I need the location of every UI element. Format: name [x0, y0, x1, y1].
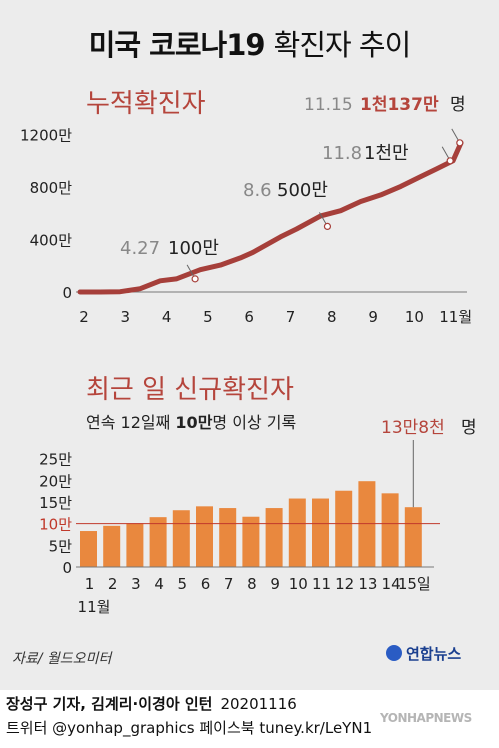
line-x-tick-label: 2: [79, 308, 89, 326]
title-main: 미국 코로나19: [88, 28, 266, 62]
bar-month-label: 11월: [78, 598, 111, 616]
line-x-tick-label: 5: [203, 308, 213, 326]
subtitle-pre: 연속 12일째: [86, 413, 175, 432]
subtitle-bold: 10만: [175, 413, 212, 432]
bar-day-12: [335, 490, 353, 567]
credit-date: 20201116: [220, 695, 297, 713]
title-sub: 확진자 추이: [273, 28, 412, 62]
line-y-tick-label: 800만: [30, 179, 73, 197]
bar-x-tick-label: 2: [108, 575, 118, 593]
bar-x-tick-label: 5: [178, 575, 188, 593]
bar-chart-subtitle: 연속 12일째 10만명 이상 기록: [86, 413, 296, 432]
bar-annotation-value: 13만8천: [381, 418, 445, 438]
bar-y-tick-label: 10만: [39, 516, 72, 534]
bar-x-tick-label: 12: [335, 575, 354, 593]
bar-y-tick-label: 0: [62, 559, 72, 577]
bar-day-7: [219, 508, 237, 567]
bar-x-tick-label: 13: [358, 575, 377, 593]
line-chart-title: 누적확진자: [86, 89, 206, 119]
watermark: YONHAPNEWS: [380, 711, 472, 725]
bar-day-3: [126, 523, 144, 567]
bar-day-1: [80, 531, 97, 567]
bar-chart-title: 최근 일 신규확진자: [86, 375, 294, 405]
bar-day-9: [265, 508, 283, 567]
bar-x-tick-label: 1: [85, 575, 95, 593]
annotation-date: 8.6: [243, 180, 272, 201]
bar-day-8: [242, 516, 260, 567]
annotation-marker: [456, 139, 464, 147]
bar-day-15: [404, 507, 422, 567]
annotation-date: 11.8: [322, 143, 362, 164]
line-y-tick-label: 400만: [30, 232, 73, 250]
bar-day-6: [196, 506, 213, 567]
annotation-marker: [323, 222, 332, 230]
bar-x-tick-label: 9: [270, 575, 280, 593]
annotation-value: 1천137만: [360, 95, 439, 115]
brand-icon: [386, 645, 402, 661]
bar-x-tick-label: 10: [289, 575, 308, 593]
bar-day-10: [288, 498, 306, 567]
line-x-tick-label: 9: [368, 308, 378, 326]
line-x-tick-label: 8: [327, 308, 337, 326]
page-title: 미국 코로나19 확진자 추이: [0, 22, 499, 64]
bar-y-tick-label: 20만: [39, 472, 72, 490]
cumulative-series-line: [77, 140, 464, 295]
line-x-tick-label: 7: [286, 308, 296, 326]
bar-day-4: [149, 517, 167, 567]
chart-panel: [0, 0, 499, 690]
source-note: 자료/ 월드오미터: [12, 651, 112, 667]
credit-authors: 장성구 기자, 김계리·이경아 인턴: [6, 695, 213, 713]
credit-line: 장성구 기자, 김계리·이경아 인턴 20201116: [6, 693, 297, 714]
subtitle-post: 명 이상 기록: [212, 413, 296, 432]
line-x-tick-label: 10: [405, 308, 424, 326]
bar-annotation-unit: 명: [461, 418, 477, 438]
annotation-value: 100만: [168, 238, 219, 259]
line-x-tick-label: 6: [244, 308, 254, 326]
line-y-tick-label: 0: [62, 284, 72, 302]
line-x-tick-label: 11월: [439, 308, 472, 326]
annotation-date: 4.27: [120, 238, 160, 259]
bar-x-tick-label: 7: [224, 575, 234, 593]
bar-x-tick-label: 4: [154, 575, 164, 593]
line-x-tick-label: 4: [162, 308, 172, 326]
bar-y-tick-label: 15만: [39, 494, 72, 512]
bar-day-5: [172, 510, 190, 567]
annotation-unit: 명: [450, 95, 466, 115]
bar-x-tick-label: 14: [382, 575, 401, 593]
line-y-tick-label: 1200만: [20, 127, 72, 145]
line-x-tick-label: 3: [121, 308, 131, 326]
annotation-date: 11.15: [304, 95, 353, 115]
bar-day-14: [381, 493, 399, 567]
annotation-marker: [191, 275, 199, 283]
bar-x-tick-label: 8: [247, 575, 257, 593]
bar-x-tick-label: 11: [312, 575, 331, 593]
bar-day-11: [312, 498, 329, 567]
annotation-value: 500만: [277, 180, 328, 201]
annotation-marker: [446, 157, 454, 165]
bar-x-tick-label: 15일: [398, 575, 431, 593]
brand-logo: 연합뉴스: [386, 643, 461, 664]
bar-x-tick-label: 6: [201, 575, 211, 593]
bar-day-2: [103, 525, 121, 567]
social-line: 트위터 @yonhap_graphics 페이스북 tuney.kr/LeYN1: [6, 719, 373, 737]
bar-y-tick-label: 25만: [39, 451, 72, 469]
bar-x-tick-label: 3: [131, 575, 141, 593]
annotation-value: 1천만: [364, 143, 409, 164]
brand-name: 연합뉴스: [406, 645, 462, 663]
bar-y-tick-label: 5만: [49, 537, 73, 555]
